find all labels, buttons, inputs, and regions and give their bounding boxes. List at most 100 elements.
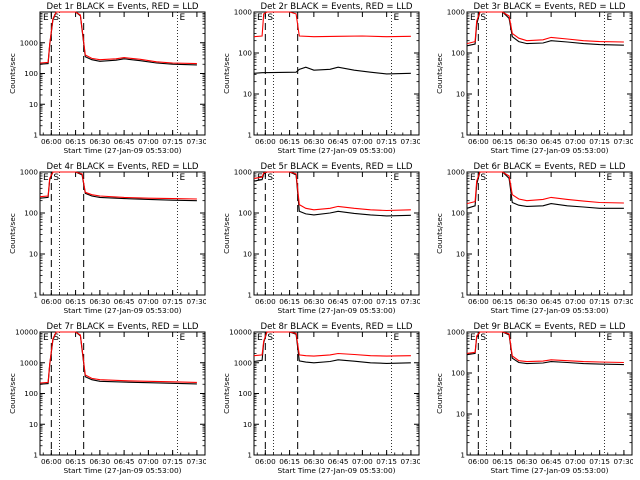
interval-marker-e: E (470, 333, 476, 343)
lld-series-line (466, 171, 624, 205)
interval-marker-e: E (394, 173, 400, 183)
y-tick-label: 100 (238, 209, 252, 218)
x-tick-label: 07:00 (138, 457, 159, 466)
y-tick-label: 10 (456, 250, 466, 259)
y-tick-label: 1000 (447, 8, 466, 17)
detector-panel-8: Det 8r BLACK = Events, RED = LLD 1 10 100 10… (220, 322, 420, 480)
detector-panel-7: Det 7r BLACK = Events, RED = LLD 1 10 100 10… (6, 322, 206, 480)
x-tick-label: 06:15 (65, 457, 86, 466)
x-tick-label: 06:00 (41, 457, 62, 466)
plot-frame (39, 11, 206, 136)
panel-plot-svg: Det 3r BLACK = Events, RED = LLD 1 10 100 10… (435, 2, 633, 155)
y-tick-label: 1 (33, 451, 38, 460)
y-axis-label: Counts/sec (8, 53, 17, 94)
plot-frame (253, 331, 420, 456)
y-tick-label: 1000 (447, 168, 466, 177)
lld-series-line (39, 331, 197, 384)
y-tick-label: 1000 (20, 38, 39, 47)
x-tick-label: 06:30 (303, 137, 324, 146)
x-tick-label: 07:00 (565, 137, 586, 146)
panel-plot-svg: Det 2r BLACK = Events, RED = LLD 1 10 100 10… (222, 2, 420, 155)
interval-marker-s: S (53, 173, 59, 183)
interval-marker-s: S (480, 333, 486, 343)
y-tick-label: 1000 (234, 358, 253, 367)
interval-marker-e: E (394, 13, 400, 23)
x-tick-label: 07:00 (352, 137, 373, 146)
x-tick-label: 07:00 (138, 297, 159, 306)
x-tick-label: 07:00 (352, 297, 373, 306)
x-axis-label: Start Time (27-Jan-09 05:53:00) (63, 466, 181, 475)
x-tick-label: 07:30 (401, 137, 420, 146)
x-tick-label: 06:00 (41, 297, 62, 306)
interval-marker-e: E (257, 333, 263, 343)
y-tick-label: 10 (29, 420, 39, 429)
plot-frame (253, 171, 420, 296)
y-tick-label: 10 (456, 410, 466, 419)
y-tick-label: 10 (243, 250, 253, 259)
y-tick-label: 100 (24, 69, 38, 78)
panel-title: Det 1r BLACK = Events, RED = LLD (46, 2, 198, 12)
lld-series-line (253, 331, 411, 357)
panel-plot-svg: Det 5r BLACK = Events, RED = LLD 1 10 100 10… (222, 162, 420, 315)
plot-frame (466, 331, 633, 456)
x-tick-label: 07:15 (589, 297, 610, 306)
plot-frame (39, 171, 206, 296)
y-tick-label: 1000 (20, 168, 39, 177)
x-tick-label: 07:15 (589, 457, 610, 466)
y-axis-label: Counts/sec (222, 373, 231, 414)
x-tick-label: 06:00 (468, 297, 489, 306)
x-tick-label: 07:00 (565, 457, 586, 466)
y-tick-label: 100 (24, 209, 38, 218)
y-tick-label: 100 (24, 389, 38, 398)
y-tick-label: 1 (33, 291, 38, 300)
events-series-line (253, 66, 411, 75)
interval-marker-e: E (394, 333, 400, 343)
x-tick-label: 07:15 (162, 137, 183, 146)
x-axis-label: Start Time (27-Jan-09 05:53:00) (490, 146, 608, 155)
interval-marker-e: E (607, 13, 613, 23)
interval-marker-e: E (607, 173, 613, 183)
interval-marker-e: E (43, 173, 49, 183)
y-tick-label: 100 (451, 49, 465, 58)
x-tick-label: 06:30 (303, 457, 324, 466)
interval-marker-s: S (480, 173, 486, 183)
y-tick-label: 100 (238, 49, 252, 58)
panel-plot-svg: Det 6r BLACK = Events, RED = LLD 1 10 100 10… (435, 162, 633, 315)
x-tick-label: 06:15 (492, 137, 513, 146)
plot-frame (466, 171, 633, 296)
y-tick-label: 10 (243, 90, 253, 99)
x-axis-label: Start Time (27-Jan-09 05:53:00) (277, 466, 395, 475)
interval-marker-e: E (257, 13, 263, 23)
panel-title: Det 9r BLACK = Events, RED = LLD (473, 322, 625, 332)
x-tick-label: 07:30 (401, 297, 420, 306)
interval-marker-e: E (180, 333, 186, 343)
x-tick-label: 06:45 (114, 297, 135, 306)
x-tick-label: 06:15 (279, 457, 300, 466)
interval-marker-e: E (257, 173, 263, 183)
x-tick-label: 07:15 (376, 137, 397, 146)
y-axis-label: Counts/sec (8, 213, 17, 254)
detector-panel-3: Det 3r BLACK = Events, RED = LLD 1 10 100 10… (433, 2, 633, 160)
x-tick-label: 06:30 (303, 297, 324, 306)
x-tick-label: 07:15 (162, 457, 183, 466)
x-tick-label: 06:00 (255, 137, 276, 146)
y-tick-label: 100 (451, 369, 465, 378)
y-tick-label: 1000 (20, 358, 39, 367)
x-axis-label: Start Time (27-Jan-09 05:53:00) (490, 466, 608, 475)
lld-series-line (466, 331, 624, 364)
y-tick-label: 100 (238, 389, 252, 398)
x-tick-label: 06:30 (89, 457, 110, 466)
lld-series-line (466, 11, 624, 45)
detector-panel-4: Det 4r BLACK = Events, RED = LLD 1 10 100 10… (6, 162, 206, 320)
x-tick-label: 06:45 (541, 137, 562, 146)
x-tick-label: 06:00 (468, 137, 489, 146)
interval-marker-s: S (53, 333, 59, 343)
x-tick-label: 06:45 (541, 457, 562, 466)
y-axis-label: Counts/sec (435, 53, 444, 94)
x-tick-label: 07:15 (589, 137, 610, 146)
x-tick-label: 06:45 (541, 297, 562, 306)
x-tick-label: 07:15 (162, 297, 183, 306)
detector-panel-5: Det 5r BLACK = Events, RED = LLD 1 10 100 10… (220, 162, 420, 320)
events-series-line (253, 171, 411, 217)
